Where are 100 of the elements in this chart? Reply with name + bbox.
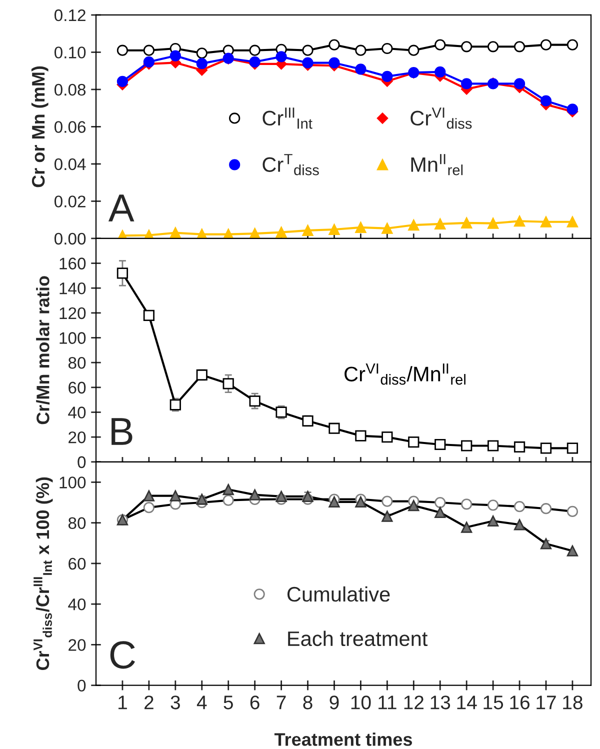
- y-tick-label: 0.08: [54, 84, 86, 96]
- point: [328, 224, 340, 236]
- point: [222, 484, 234, 496]
- point: [566, 442, 578, 454]
- point: [540, 538, 552, 550]
- y-axis-title: Cr/Mn molar ratio: [36, 276, 50, 424]
- legend-label: Cr$^{III}$$_{Int}$: [262, 108, 312, 129]
- x-tick-label: 3: [170, 696, 180, 710]
- point: [170, 490, 181, 502]
- point: [514, 519, 526, 530]
- point: [540, 216, 552, 228]
- y-tick-label: 0.04: [54, 158, 86, 170]
- x-tick-label: 5: [224, 696, 233, 710]
- y-tick-label: 120: [60, 307, 86, 320]
- point: [143, 490, 154, 502]
- y-tick-label: 20: [68, 431, 86, 444]
- point: [488, 500, 499, 511]
- point: [488, 515, 499, 527]
- point: [302, 224, 314, 236]
- y-tick-label: 100: [60, 332, 86, 344]
- point: [170, 227, 181, 238]
- x-tick-label: 15: [484, 696, 504, 710]
- point: [196, 58, 208, 70]
- y-tick-label: 0: [78, 680, 86, 692]
- point: [249, 44, 260, 56]
- point: [540, 95, 552, 106]
- x-tick-label: 13: [430, 696, 450, 710]
- point: [302, 44, 314, 56]
- y-tick-label: 0: [78, 456, 86, 468]
- y-tick-label: 0.10: [54, 46, 86, 58]
- point: [514, 501, 526, 512]
- point: [143, 502, 154, 514]
- x-tick-label: 7: [276, 696, 286, 710]
- y-tick-label: 80: [68, 356, 86, 369]
- point: [434, 506, 446, 518]
- point: [540, 503, 552, 514]
- x-tick-label: 18: [563, 696, 582, 710]
- point: [461, 41, 472, 52]
- point: [488, 41, 499, 52]
- point: [461, 78, 472, 90]
- y-tick-label: 100: [60, 476, 86, 488]
- x-tick-label: 6: [250, 696, 260, 710]
- point: [116, 76, 128, 88]
- annotation: C: [110, 641, 135, 669]
- y-tick-label: 0.02: [54, 196, 86, 208]
- x-tick-label: 17: [536, 696, 556, 710]
- point: [196, 48, 208, 59]
- point: [302, 490, 314, 502]
- series-label: Cr$^{VI}$$_{diss}$/Mn$^{II}$$_{rel}$: [344, 364, 466, 385]
- point: [116, 268, 128, 279]
- point: [461, 217, 472, 229]
- x-tick-label: 11: [378, 696, 396, 710]
- point: [514, 78, 526, 90]
- x-tick-label: 16: [510, 696, 530, 710]
- point: [408, 500, 420, 512]
- point: [143, 56, 154, 68]
- x-tick-label: 9: [330, 696, 339, 710]
- y-tick-label: 60: [68, 382, 86, 394]
- point: [222, 378, 234, 390]
- point: [249, 489, 260, 500]
- x-tick-label: 12: [404, 696, 424, 710]
- y-tick-label: 40: [68, 406, 86, 418]
- point: [382, 496, 393, 507]
- point: [540, 442, 552, 454]
- point: [382, 42, 393, 54]
- point: [514, 41, 526, 52]
- legend-label: Each treatment: [288, 630, 428, 646]
- point: [116, 44, 128, 56]
- point: [566, 506, 578, 518]
- point: [434, 218, 446, 230]
- point: [328, 39, 340, 50]
- point: [302, 57, 314, 68]
- y-tick-label: 60: [68, 558, 86, 570]
- point: [196, 494, 208, 505]
- legend-label: Cr$^{VI}$$_{diss}$: [410, 108, 472, 129]
- point: [434, 66, 446, 78]
- y-tick-label: 0.00: [54, 232, 86, 245]
- point: [355, 64, 366, 75]
- point: [566, 216, 578, 228]
- y-tick-label: 40: [68, 598, 86, 610]
- x-tick-label: 8: [303, 696, 312, 710]
- point: [382, 432, 393, 443]
- x-tick-label: 4: [196, 696, 207, 710]
- point: [461, 498, 472, 510]
- point: [328, 496, 340, 508]
- annotation: A: [108, 194, 134, 222]
- point: [408, 219, 420, 231]
- y-tick-label: 0.12: [54, 9, 86, 22]
- x-tick-label: 2: [144, 696, 154, 710]
- point: [355, 44, 366, 56]
- point: [408, 44, 420, 56]
- x-tick-label: 14: [457, 696, 477, 710]
- y-axis-title: Cr$^{VI}$$_{diss}$/Cr$^{III}$$_{Int}$ x 100 (%): [34, 477, 53, 670]
- annotation: B: [112, 418, 132, 445]
- point: [461, 440, 472, 452]
- point: [328, 422, 340, 434]
- point: [461, 522, 472, 533]
- point: [355, 222, 366, 233]
- y-axis-title: Cr or Mn (mM): [31, 66, 48, 188]
- legend-label: Cr$^{T}$$_{diss}$: [262, 154, 319, 176]
